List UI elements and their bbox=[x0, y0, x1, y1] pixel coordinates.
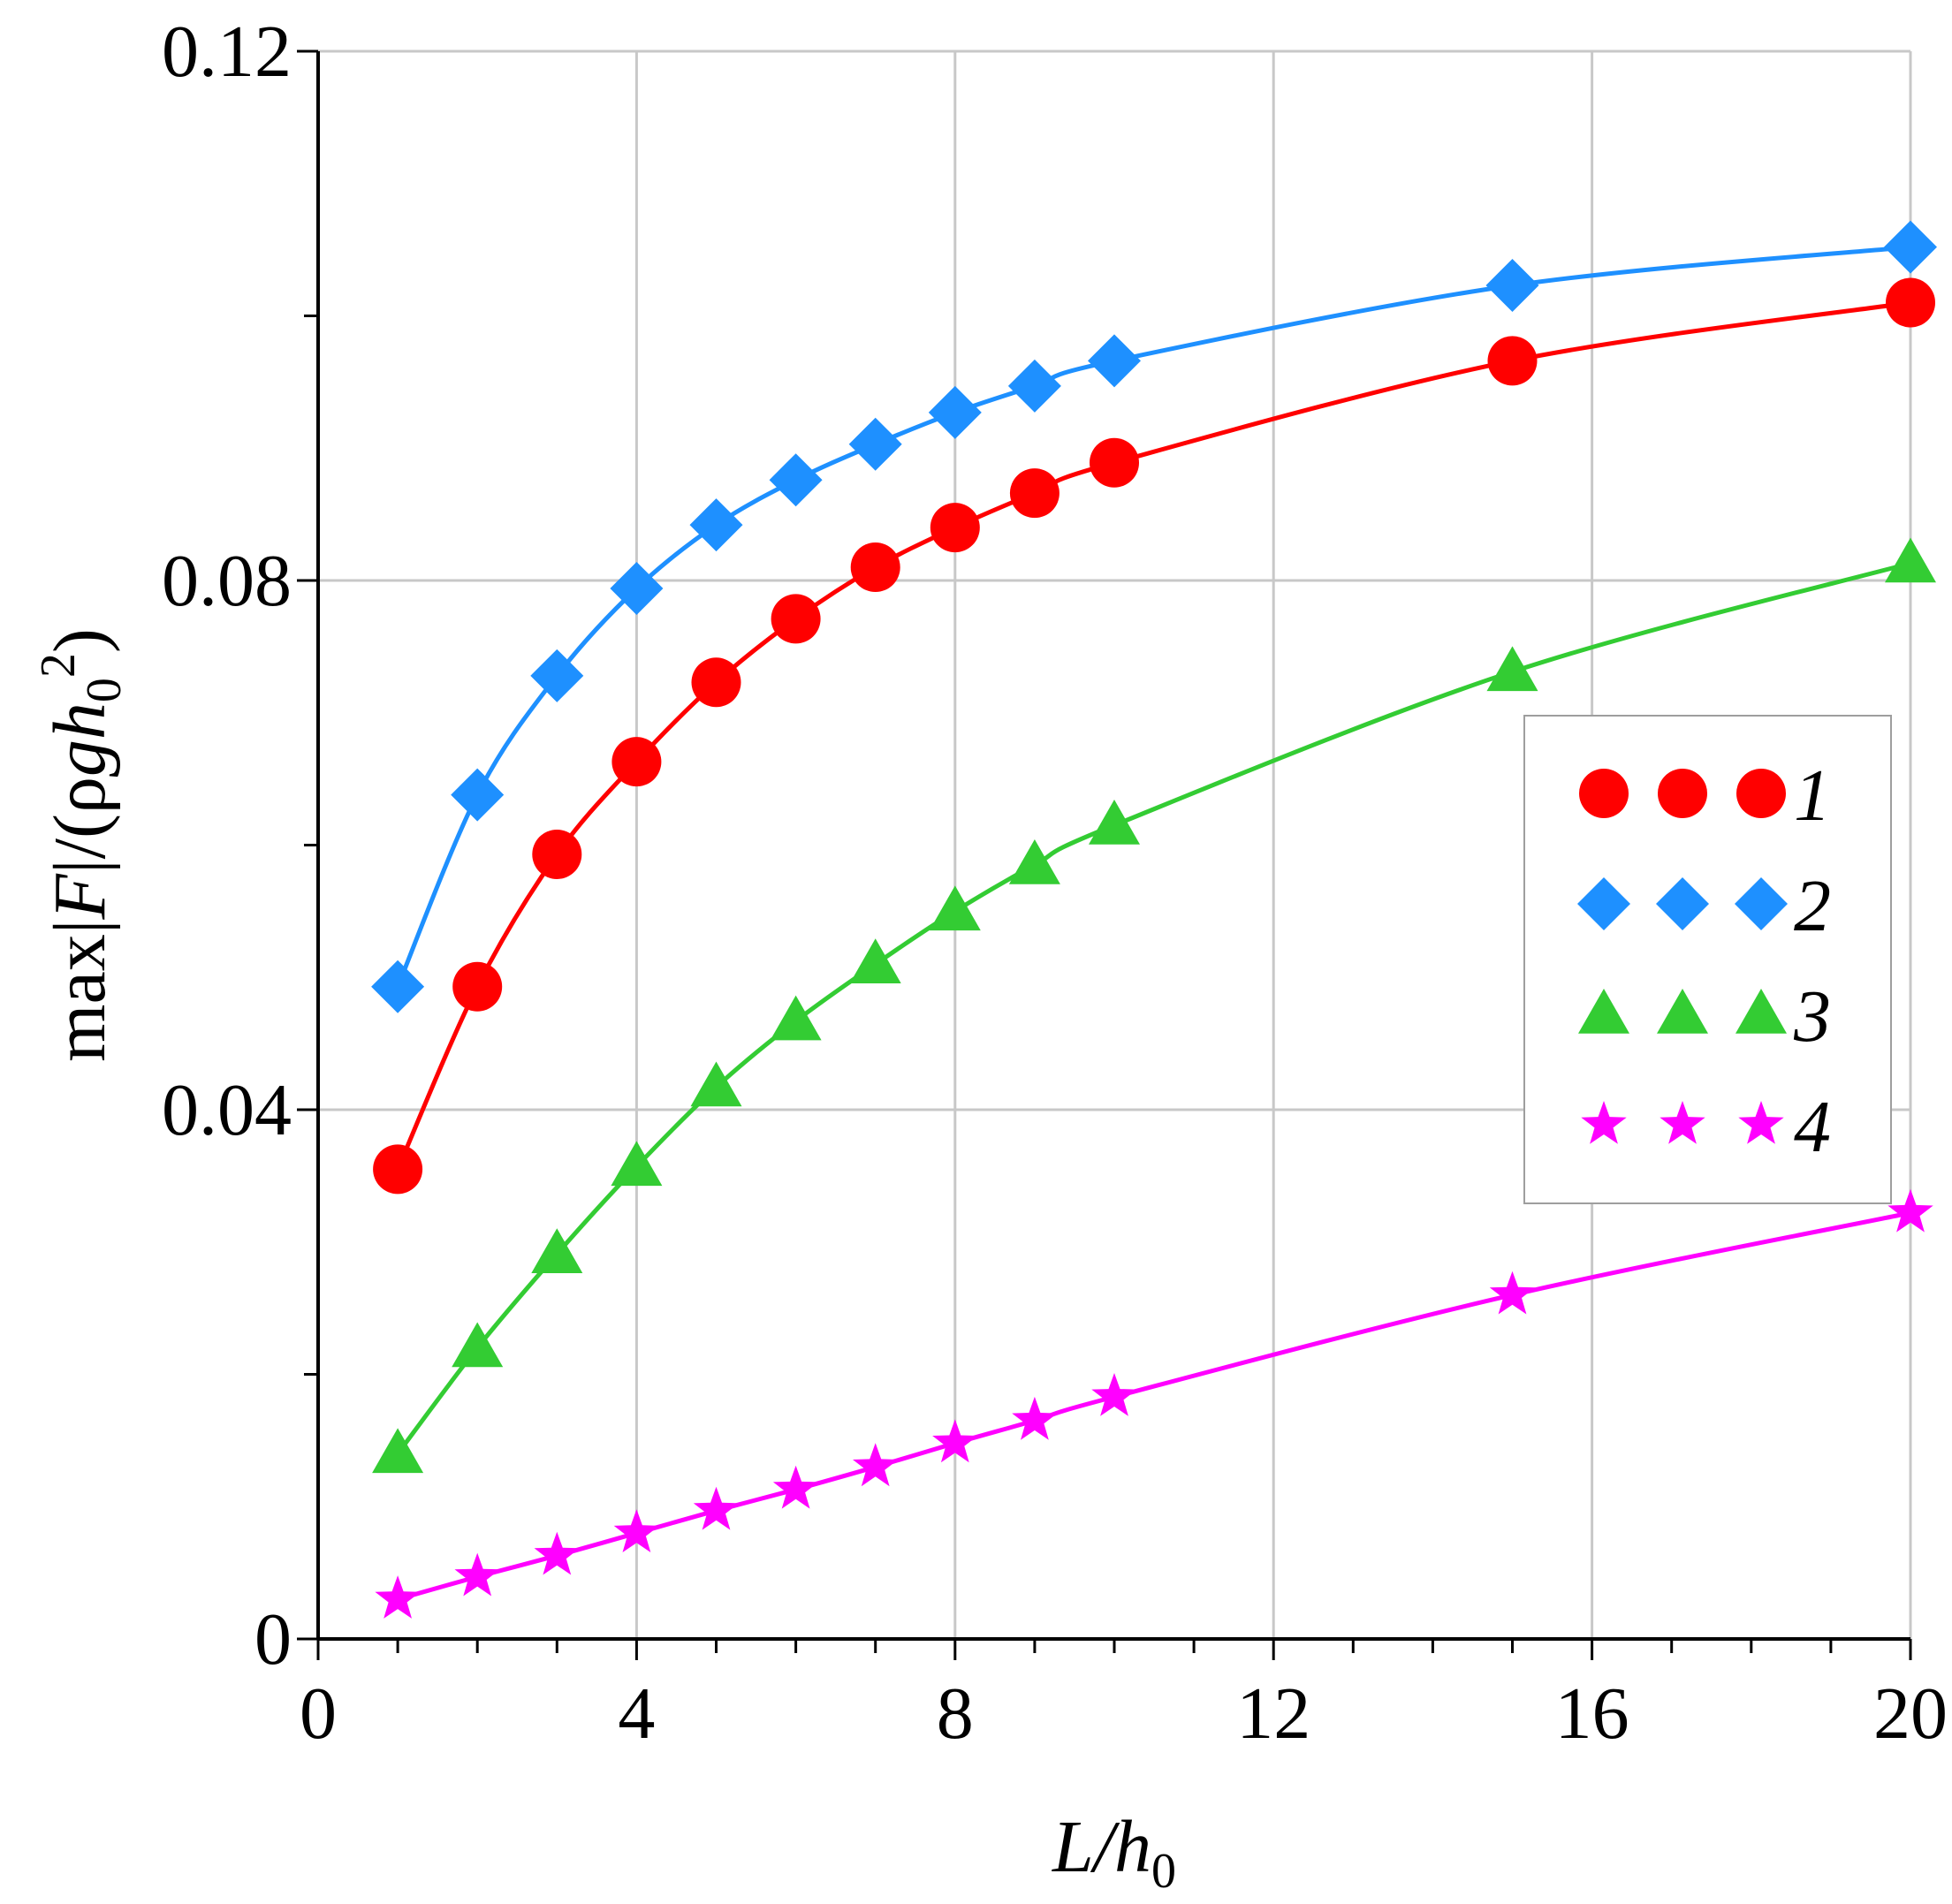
data-point-2 bbox=[1088, 334, 1141, 388]
series-4 bbox=[375, 1188, 1933, 1619]
y-tick-label: 0.08 bbox=[162, 540, 292, 622]
data-point-1 bbox=[611, 737, 662, 787]
legend-label-3: 3 bbox=[1793, 975, 1831, 1058]
data-point-3 bbox=[1089, 800, 1140, 845]
data-point-2 bbox=[1485, 259, 1539, 313]
data-point-2 bbox=[1007, 359, 1061, 413]
y-axis-title-superscript: 2 bbox=[31, 653, 86, 678]
legend: 1 2 3 4 bbox=[1523, 715, 1892, 1204]
legend-marker-2 bbox=[1735, 877, 1788, 930]
legend-label-1: 1 bbox=[1794, 755, 1831, 837]
data-point-2 bbox=[451, 768, 505, 822]
data-point-1 bbox=[1009, 468, 1060, 519]
y-axis-title-subscript: 0 bbox=[77, 678, 132, 702]
data-point-4 bbox=[1489, 1271, 1536, 1315]
y-tick-label: 0.12 bbox=[162, 11, 292, 93]
data-point-1 bbox=[1886, 277, 1935, 328]
legend-marker-4 bbox=[1738, 1101, 1784, 1144]
data-point-3 bbox=[929, 885, 981, 931]
x-tick-label: 0 bbox=[300, 1673, 337, 1755]
data-point-1 bbox=[532, 829, 582, 879]
legend-marker-3 bbox=[1578, 989, 1629, 1034]
y-tick-label: 0 bbox=[254, 1598, 292, 1680]
x-axis-title: L/h0 bbox=[1052, 1806, 1176, 1899]
data-point-4 bbox=[454, 1552, 500, 1597]
data-point-3 bbox=[1008, 838, 1060, 884]
data-point-2 bbox=[848, 417, 902, 471]
data-point-4 bbox=[772, 1465, 819, 1509]
data-point-4 bbox=[693, 1486, 740, 1530]
data-point-4 bbox=[613, 1509, 660, 1552]
data-point-3 bbox=[611, 1141, 663, 1187]
data-point-3 bbox=[770, 995, 822, 1041]
data-point-1 bbox=[452, 961, 503, 1012]
legend-box bbox=[1523, 715, 1892, 1204]
data-point-3 bbox=[372, 1428, 424, 1474]
legend-item-3: 3 bbox=[1578, 975, 1831, 1058]
x-tick-label: 4 bbox=[618, 1673, 655, 1755]
data-point-4 bbox=[932, 1419, 978, 1463]
legend-label-4: 4 bbox=[1794, 1086, 1831, 1168]
data-point-3 bbox=[690, 1061, 742, 1107]
x-axis-title-subscript: 0 bbox=[1151, 1844, 1176, 1899]
data-point-1 bbox=[930, 503, 980, 553]
legend-marker-2 bbox=[1577, 877, 1630, 930]
x-tick-label: 16 bbox=[1555, 1673, 1629, 1755]
data-point-2 bbox=[689, 498, 743, 552]
x-axis-title-main: L/h bbox=[1052, 1806, 1151, 1888]
x-tick-label: 12 bbox=[1236, 1673, 1310, 1755]
y-axis-title-part-a: max| bbox=[39, 919, 121, 1061]
series bbox=[371, 220, 1937, 1619]
legend-marker-1 bbox=[1658, 769, 1707, 818]
legend-label-2: 2 bbox=[1794, 865, 1831, 947]
data-point-1 bbox=[771, 594, 821, 644]
data-point-3 bbox=[531, 1228, 583, 1273]
data-point-2 bbox=[610, 561, 664, 615]
legend-marker-2 bbox=[1656, 877, 1709, 930]
legend-marker-3 bbox=[1736, 989, 1787, 1034]
series-1 bbox=[373, 277, 1935, 1195]
y-tick-label: 0.04 bbox=[162, 1069, 292, 1151]
data-point-2 bbox=[769, 453, 823, 507]
data-point-1 bbox=[373, 1144, 423, 1195]
y-axis-title-part-d: gh bbox=[39, 702, 121, 777]
data-point-3 bbox=[849, 938, 901, 984]
legend-marker-1 bbox=[1579, 769, 1629, 818]
data-point-4 bbox=[534, 1531, 580, 1575]
legend-item-4: 4 bbox=[1581, 1086, 1831, 1168]
data-point-2 bbox=[1884, 220, 1937, 274]
data-point-2 bbox=[928, 385, 982, 439]
legend-marker-4 bbox=[1660, 1101, 1705, 1144]
series-2 bbox=[371, 220, 1937, 1013]
x-tick-label: 8 bbox=[937, 1673, 974, 1755]
y-axis-title-part-c: |/(ρ bbox=[39, 777, 121, 874]
y-axis-title-part-e: ) bbox=[39, 628, 121, 653]
data-point-4 bbox=[853, 1443, 899, 1487]
x-tick-label: 20 bbox=[1873, 1673, 1948, 1755]
data-point-2 bbox=[371, 960, 425, 1013]
data-point-4 bbox=[1887, 1188, 1933, 1233]
series-line-4 bbox=[397, 1210, 1911, 1602]
data-point-3 bbox=[1885, 537, 1936, 583]
data-point-3 bbox=[452, 1322, 504, 1368]
data-point-1 bbox=[691, 657, 741, 708]
data-point-4 bbox=[375, 1575, 421, 1619]
data-point-4 bbox=[1012, 1396, 1058, 1440]
y-axis-title-part-b: F bbox=[39, 872, 121, 920]
data-point-1 bbox=[850, 542, 900, 593]
legend-item-1: 1 bbox=[1579, 755, 1831, 837]
data-point-2 bbox=[530, 649, 584, 702]
data-point-1 bbox=[1487, 336, 1538, 386]
legend-marker-1 bbox=[1736, 769, 1786, 818]
legend-marker-3 bbox=[1657, 989, 1708, 1034]
data-point-4 bbox=[1091, 1373, 1137, 1416]
legend-item-2: 2 bbox=[1577, 865, 1831, 947]
data-point-1 bbox=[1090, 437, 1139, 488]
data-point-3 bbox=[1486, 646, 1538, 692]
legend-marker-4 bbox=[1581, 1101, 1627, 1144]
y-axis-title: max|F|/(ρgh02) bbox=[31, 628, 132, 1062]
series-3 bbox=[372, 537, 1936, 1474]
